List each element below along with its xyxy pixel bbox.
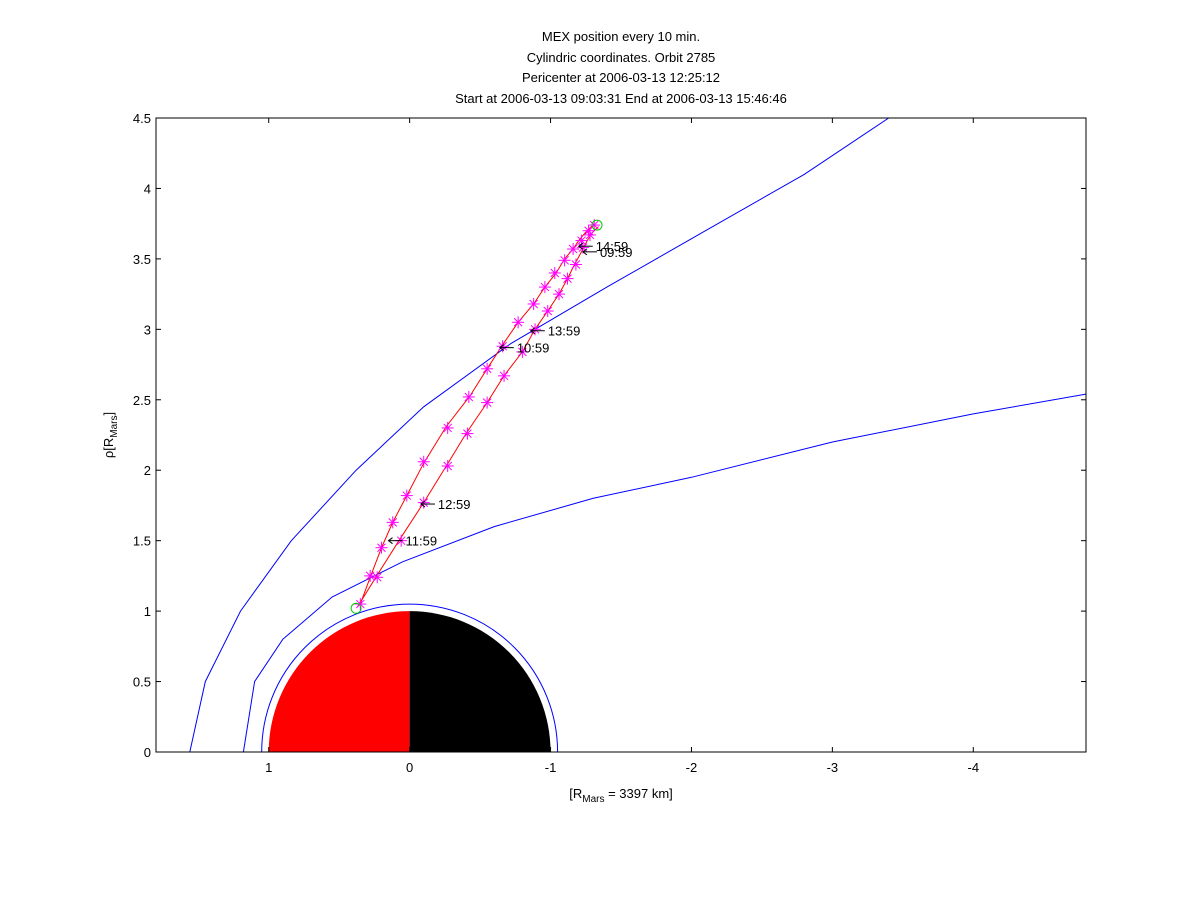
position-marker bbox=[400, 489, 413, 502]
y-tick-label: 3.5 bbox=[133, 252, 151, 267]
position-marker bbox=[354, 598, 367, 611]
title-line-1: MEX position every 10 min. bbox=[542, 29, 700, 44]
position-marker bbox=[541, 305, 554, 318]
y-tick-label: 4.5 bbox=[133, 111, 151, 126]
position-marker bbox=[462, 390, 475, 403]
title-line-4: Start at 2006-03-13 09:03:31 End at 2006… bbox=[455, 91, 787, 106]
time-annotation: 10:59 bbox=[498, 341, 550, 356]
time-annotation: 13:59 bbox=[529, 324, 581, 339]
annotation-arrow-head bbox=[498, 344, 505, 352]
orbit-endpoint-marker bbox=[591, 219, 603, 231]
annotation-arrow-head bbox=[577, 242, 584, 250]
y-tick-label: 0.5 bbox=[133, 675, 151, 690]
y-axis-label-prefix: ρ[R bbox=[101, 438, 116, 458]
title-line-3: Pericenter at 2006-03-13 12:25:12 bbox=[522, 70, 720, 85]
position-marker bbox=[386, 516, 399, 529]
x-axis-label-suffix: = 3397 km] bbox=[604, 786, 672, 801]
x-tick-label: -1 bbox=[545, 760, 557, 775]
orbit-endpoint-marker bbox=[350, 602, 362, 614]
position-marker bbox=[375, 541, 388, 554]
position-markers bbox=[354, 219, 601, 611]
position-marker bbox=[527, 297, 540, 310]
position-marker bbox=[461, 427, 474, 440]
chart-title: MEX position every 10 min. Cylindric coo… bbox=[455, 29, 787, 106]
y-tick-label: 1 bbox=[144, 604, 151, 619]
x-axis-ticks: 1 0 -1 -2 -3 -4 bbox=[265, 118, 979, 775]
x-axis-label-sub: Mars bbox=[582, 794, 604, 805]
position-marker bbox=[441, 421, 454, 434]
y-axis-label-suffix: ] bbox=[101, 412, 116, 416]
y-tick-label: 4 bbox=[144, 181, 151, 196]
annotation-label: 10:59 bbox=[517, 341, 550, 356]
position-marker bbox=[567, 243, 580, 256]
y-axis-ticks: 0 0.5 1 1.5 2 2.5 3 3.5 4 4.5 bbox=[133, 111, 1086, 760]
y-tick-label: 3 bbox=[144, 322, 151, 337]
time-annotation: 11:59 bbox=[387, 534, 438, 549]
mars-nightside bbox=[409, 611, 551, 752]
x-tick-label: 0 bbox=[406, 760, 413, 775]
position-marker bbox=[558, 254, 571, 267]
time-annotation: 12:59 bbox=[420, 497, 471, 512]
position-marker bbox=[364, 569, 377, 582]
orbit-track-inbound bbox=[357, 226, 599, 608]
time-annotation: 14:59 bbox=[577, 239, 629, 254]
position-marker bbox=[538, 281, 551, 294]
x-axis-label: [RMars = 3397 km] bbox=[569, 786, 673, 805]
plot-area bbox=[189, 118, 1086, 752]
position-marker bbox=[575, 234, 588, 247]
annotation-label: 09:59 bbox=[600, 245, 633, 260]
x-axis-label-prefix: [R bbox=[569, 786, 582, 801]
x-tick-label: -4 bbox=[967, 760, 979, 775]
ionopause-boundary bbox=[261, 603, 559, 752]
orbit-endpoints bbox=[350, 219, 603, 614]
position-marker bbox=[548, 266, 561, 279]
annotation-label: 11:59 bbox=[406, 534, 438, 549]
bow-shock-boundary bbox=[189, 118, 889, 752]
annotation-arrow-head bbox=[420, 500, 426, 508]
x-tick-label: -3 bbox=[827, 760, 839, 775]
position-marker bbox=[553, 288, 565, 301]
y-tick-label: 0 bbox=[144, 745, 151, 760]
x-tick-label: 1 bbox=[265, 760, 272, 775]
annotation-label: 14:59 bbox=[596, 239, 629, 254]
mars-dayside bbox=[268, 611, 410, 752]
annotation-label: 13:59 bbox=[548, 324, 581, 339]
position-marker bbox=[512, 316, 525, 329]
position-marker bbox=[481, 396, 494, 409]
y-tick-label: 1.5 bbox=[133, 534, 151, 549]
position-marker bbox=[516, 345, 529, 358]
position-marker bbox=[498, 369, 511, 382]
position-marker bbox=[584, 228, 596, 241]
axes-frame bbox=[155, 117, 1087, 753]
title-line-2: Cylindric coordinates. Orbit 2785 bbox=[527, 50, 716, 65]
annotation-arrow-head bbox=[529, 327, 536, 335]
annotation-arrow-head bbox=[582, 248, 588, 256]
position-marker bbox=[561, 272, 574, 285]
position-marker bbox=[371, 571, 384, 584]
x-tick-label: -2 bbox=[686, 760, 698, 775]
position-marker bbox=[417, 455, 430, 468]
annotation-label: 12:59 bbox=[438, 497, 471, 512]
position-marker bbox=[441, 459, 454, 472]
position-marker bbox=[481, 362, 494, 375]
time-annotation: 09:59 bbox=[582, 245, 633, 260]
position-marker bbox=[569, 258, 582, 271]
magnetic-pileup-boundary bbox=[242, 393, 1086, 752]
y-axis-label-sub: Mars bbox=[109, 415, 120, 437]
y-tick-label: 2 bbox=[144, 463, 151, 478]
y-tick-label: 2.5 bbox=[133, 393, 151, 408]
y-axis-label: ρ[RMars] bbox=[101, 412, 120, 458]
annotation-arrow-head bbox=[387, 537, 393, 545]
